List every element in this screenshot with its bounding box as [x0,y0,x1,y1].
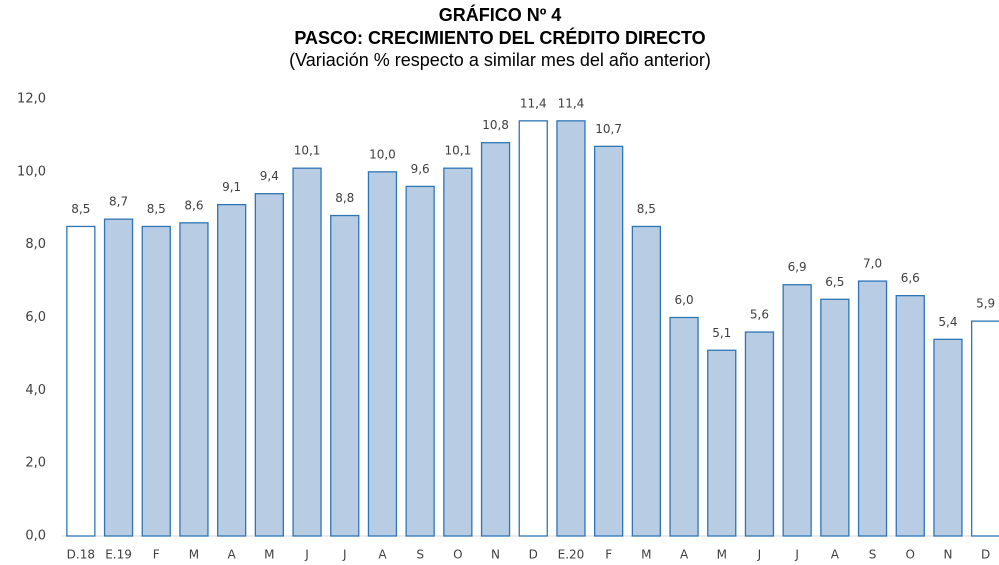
y-tick-label: 10,0 [17,164,46,179]
bar [480,142,511,537]
value-label: 8,5 [71,202,90,216]
bar [254,193,285,537]
x-tick-label: E.19 [105,548,132,562]
y-tick-label: 4,0 [25,383,46,398]
x-tick-label: A [228,548,237,562]
x-tick-label: A [680,548,689,562]
value-label: 8,8 [335,191,354,205]
x-tick-label: S [416,548,424,562]
chart-title: GRÁFICO Nº 4 [439,4,562,25]
value-label: 9,1 [222,180,241,194]
bar [857,280,888,537]
bar [820,298,850,537]
bar [707,349,737,537]
bar [66,225,96,537]
bar [744,331,775,537]
bar [895,294,925,537]
bar [631,225,661,537]
bar [443,167,473,537]
x-tick-label: M [189,548,199,562]
x-tick-label: F [153,548,160,562]
bar [518,120,548,537]
value-label: 10,7 [595,122,622,136]
x-tick-label: A [378,548,387,562]
bar [782,284,812,537]
x-tick-label: J [304,548,309,562]
bar [292,167,322,537]
x-tick-label: A [831,548,840,562]
bar [179,222,209,537]
bar [367,171,398,537]
bar [971,320,999,537]
x-tick-label: O [453,548,462,562]
value-label: 6,6 [901,271,920,285]
bar [933,338,963,537]
value-label: 10,1 [294,144,321,158]
x-tick-label: J [342,548,347,562]
x-tick-label: N [491,548,500,562]
value-label: 7,0 [863,257,882,271]
value-label: 6,0 [675,293,694,307]
y-tick-label: 2,0 [25,456,46,471]
bar [141,225,171,537]
bar [103,218,134,537]
value-label: 10,1 [444,144,471,158]
x-tick-label: S [869,548,877,562]
x-tick-label: D [981,548,990,562]
y-tick-label: 8,0 [25,237,46,252]
value-label: 10,8 [482,118,509,132]
x-tick-label: J [757,548,762,562]
x-tick-label: E.20 [558,548,585,562]
x-tick-label: F [605,548,612,562]
bar [405,185,435,537]
x-tick-label: M [717,548,727,562]
value-label: 8,7 [109,195,128,209]
value-label: 5,1 [712,326,731,340]
value-label: 10,0 [369,147,396,161]
value-label: 9,4 [260,169,279,183]
value-label: 8,5 [147,202,166,216]
x-tick-label: M [264,548,274,562]
x-tick-label: D.18 [67,548,95,562]
value-label: 8,5 [637,202,656,216]
y-tick-label: 6,0 [25,310,46,325]
value-label: 5,6 [750,308,769,322]
bar [216,203,247,537]
chart-note: (Variación % respecto a similar mes del … [289,50,711,70]
value-label: 5,9 [976,297,995,311]
x-tick-label: M [641,548,651,562]
bar [556,120,586,537]
value-label: 11,4 [520,96,547,110]
x-tick-label: O [906,548,915,562]
y-tick-label: 0,0 [25,529,46,544]
value-label: 9,6 [411,162,430,176]
y-tick-label: 12,0 [17,92,46,107]
bar [669,316,699,537]
value-label: 11,4 [558,96,585,110]
value-label: 5,4 [938,315,957,329]
value-label: 6,5 [825,275,844,289]
x-tick-label: J [794,548,799,562]
chart-subtitle: PASCO: CRECIMIENTO DEL CRÉDITO DIRECTO [294,27,705,48]
value-label: 8,6 [184,198,203,212]
x-tick-label: N [943,548,952,562]
bar [594,145,624,537]
bar [330,214,360,537]
value-label: 6,9 [788,260,807,274]
x-tick-label: D [529,548,538,562]
